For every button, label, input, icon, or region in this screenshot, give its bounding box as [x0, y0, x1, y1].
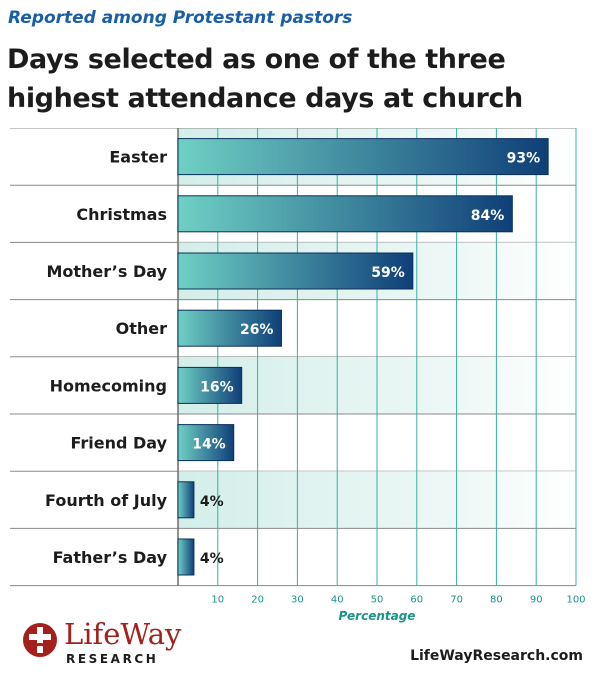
bar-value-label: 16% — [200, 379, 234, 395]
category-label: Easter — [109, 148, 167, 167]
logo-name: LifeWay — [64, 617, 182, 651]
x-tick-label: 80 — [490, 595, 503, 606]
bar — [177, 252, 414, 290]
category-label: Fourth of July — [45, 491, 168, 510]
bar-value-label: 4% — [200, 494, 224, 510]
bar-value-label: 84% — [471, 208, 505, 224]
x-tick-label: 10 — [211, 595, 224, 606]
cross-emblem-icon — [23, 623, 57, 657]
bar-chart: 93% 84% 59% 26% 16% 14% 4% 4% Easter Christmas Mo… — [10, 128, 586, 623]
chart-title: Days selected as one of the three highes… — [7, 44, 523, 114]
category-label: Father’s Day — [53, 548, 168, 567]
x-tick-label: 70 — [450, 595, 463, 606]
bar — [177, 481, 195, 519]
bar — [177, 309, 282, 347]
bar-value-label: 14% — [192, 437, 226, 453]
x-tick-label: 20 — [251, 595, 264, 606]
bar-value-label: 4% — [200, 551, 224, 567]
category-label: Other — [116, 319, 167, 338]
bar — [177, 538, 195, 576]
website-link[interactable]: LifeWayResearch.com — [410, 648, 583, 664]
category-label: Friend Day — [70, 434, 167, 453]
x-tick-label: 50 — [371, 595, 384, 606]
bar — [177, 195, 513, 233]
category-labels: Easter Christmas Mother’s Day Other Homecomi… — [45, 148, 168, 567]
category-label: Mother’s Day — [46, 262, 167, 281]
bar — [177, 424, 235, 462]
chart-subtitle: Reported among Protestant pastors — [8, 8, 353, 28]
x-tick-label: 40 — [331, 595, 344, 606]
x-tick-label: 30 — [291, 595, 304, 606]
logo-subtitle: RESEARCH — [66, 652, 159, 666]
category-label: Christmas — [76, 205, 167, 224]
bar-value-label: 93% — [507, 151, 541, 167]
x-tick-label: 60 — [410, 595, 423, 606]
x-tick-label: 100 — [566, 595, 585, 606]
x-tick-label: 90 — [530, 595, 543, 606]
bar — [177, 138, 549, 176]
bars: 93% 84% 59% 26% 16% 14% 4% 4% — [177, 138, 549, 576]
bar — [177, 366, 243, 404]
x-axis-label: Percentage — [339, 609, 416, 623]
x-tick-labels: 10 20 30 40 50 60 70 80 90 100 — [211, 595, 585, 606]
category-label: Homecoming — [50, 376, 167, 395]
bar-value-label: 26% — [240, 322, 274, 338]
bar-value-label: 59% — [371, 265, 405, 281]
